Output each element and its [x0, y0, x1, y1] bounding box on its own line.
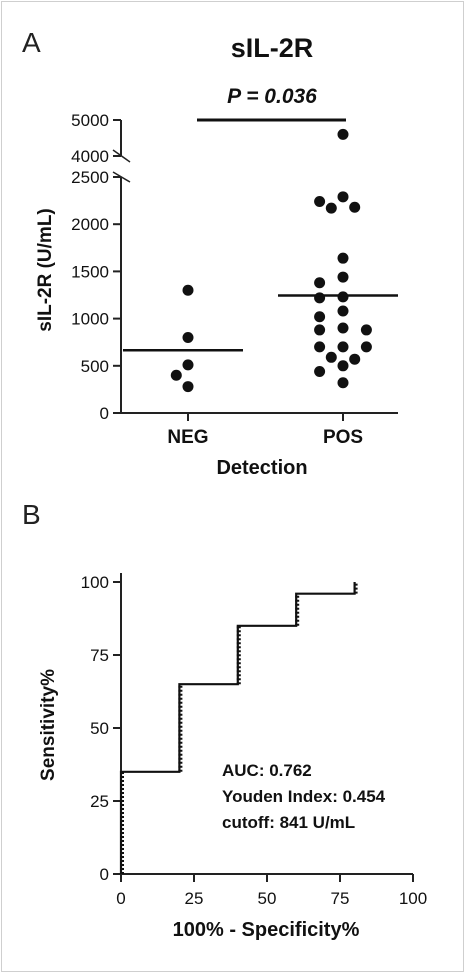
data-point-pos — [337, 128, 349, 140]
p-value-label: P = 0.036 — [227, 85, 317, 108]
y-tick-label: 1000 — [71, 310, 109, 329]
data-point-neg — [182, 284, 194, 296]
roc-x-tick-label: 100 — [399, 889, 427, 908]
data-point-pos — [337, 377, 349, 389]
upper-tick-group: 5000 4000 — [71, 111, 121, 166]
data-point-pos — [349, 353, 361, 365]
data-point-pos — [349, 201, 361, 213]
youden-annotation: Youden Index: 0.454 — [222, 787, 386, 806]
roc-y-tick-label: 75 — [90, 646, 109, 665]
panel-b-label: B — [22, 499, 41, 530]
y-tick-label: 2500 — [71, 168, 109, 187]
panel-a-label: A — [22, 27, 41, 58]
y-tick-label: 4000 — [71, 147, 109, 166]
category-label-pos: POS — [323, 427, 363, 448]
data-point-pos — [337, 360, 349, 372]
data-point-neg — [170, 369, 182, 381]
data-point-pos — [325, 202, 337, 214]
y-tick-label: 1500 — [71, 262, 109, 281]
roc-curve-line — [119, 582, 356, 874]
roc-y-tick-label: 0 — [100, 865, 109, 884]
data-point-pos — [314, 196, 326, 208]
panel-b-x-label: 100% - Specificity% — [173, 919, 360, 941]
data-point-neg — [182, 359, 194, 371]
roc-y-tick-label: 50 — [90, 719, 109, 738]
roc-x-tick-label: 50 — [258, 889, 277, 908]
cutoff-annotation: cutoff: 841 U/mL — [222, 813, 355, 832]
data-point-pos — [337, 341, 349, 353]
data-point-pos — [314, 365, 326, 377]
mean-line-group — [123, 294, 398, 352]
data-point-pos — [337, 252, 349, 264]
roc-y-tick-group: 0 25 50 75 100 — [81, 573, 121, 884]
data-point-pos — [337, 305, 349, 317]
y-tick-label: 2000 — [71, 215, 109, 234]
data-point-pos — [360, 341, 372, 353]
y-tick-label: 0 — [100, 404, 109, 423]
data-point-pos — [314, 311, 326, 323]
data-point-pos — [325, 351, 337, 363]
y-tick-label: 5000 — [71, 111, 109, 130]
data-point-pos — [360, 324, 372, 336]
data-point-neg — [182, 331, 194, 343]
data-point-pos — [337, 291, 349, 303]
data-point-pos — [314, 277, 326, 289]
data-point-pos — [314, 292, 326, 304]
data-point-pos — [314, 341, 326, 353]
panel-a-title: sIL-2R — [231, 33, 314, 63]
data-point-pos — [337, 271, 349, 283]
category-label-neg: NEG — [167, 427, 208, 448]
panel-a-y-label: sIL-2R (U/mL) — [35, 208, 56, 332]
lower-tick-group: 0 500 1000 1500 2000 2500 — [71, 168, 121, 423]
roc-y-tick-label: 100 — [81, 573, 109, 592]
roc-x-tick-label: 25 — [185, 889, 204, 908]
data-point-neg — [182, 381, 194, 393]
axis-break-mark — [112, 149, 131, 163]
roc-x-tick-label: 75 — [331, 889, 350, 908]
data-point-pos — [314, 324, 326, 336]
panel-a-x-label: Detection — [216, 457, 307, 479]
panel-b-y-label: Sensitivity% — [38, 669, 59, 781]
category-tick-group: NEG POS — [167, 413, 363, 448]
roc-curve-group — [119, 582, 358, 874]
data-point-pos — [337, 191, 349, 203]
auc-annotation: AUC: 0.762 — [222, 761, 312, 780]
scatter-point-group — [170, 128, 372, 393]
y-tick-label: 500 — [81, 357, 109, 376]
roc-x-tick-label: 0 — [116, 889, 125, 908]
axis-break-mark — [112, 171, 131, 183]
roc-x-tick-group: 0 25 50 75 100 — [116, 874, 427, 908]
roc-y-tick-label: 25 — [90, 792, 109, 811]
data-point-pos — [337, 322, 349, 334]
